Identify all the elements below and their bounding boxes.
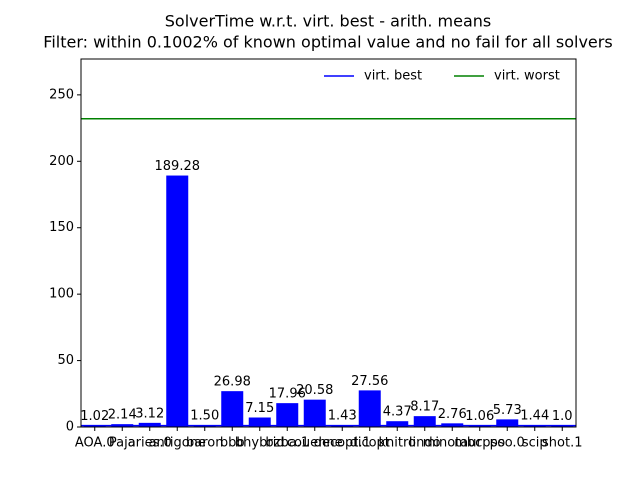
value-label: 20.58 xyxy=(296,383,333,398)
bar xyxy=(413,416,436,427)
x-tick-label: scip xyxy=(522,436,548,451)
value-label: 1.43 xyxy=(328,409,357,424)
x-tick-label: bbb xyxy=(220,436,245,451)
plot-frame xyxy=(80,58,577,428)
x-tick-label: lindo xyxy=(409,436,441,451)
value-label: 2.76 xyxy=(438,407,467,422)
chart-subtitle: Filter: within 0.1002% of known optimal … xyxy=(43,33,612,52)
value-label: 26.98 xyxy=(214,375,251,390)
x-tick-label: shot.1 xyxy=(542,436,582,451)
y-tick-label: 200 xyxy=(49,154,74,169)
value-label: 4.37 xyxy=(383,405,412,420)
x-tick-label: couenne xyxy=(287,436,343,451)
bar xyxy=(248,417,271,427)
value-label: 7.15 xyxy=(245,401,274,416)
x-tick-label: antigone xyxy=(149,436,206,451)
value-label: 1.0 xyxy=(552,409,573,424)
bar xyxy=(358,390,381,427)
y-tick-label: 250 xyxy=(49,87,74,102)
legend-label: virt. worst xyxy=(494,69,560,84)
bar xyxy=(276,403,299,427)
x-tick-label: baron xyxy=(186,436,223,451)
bar xyxy=(303,399,326,427)
bar xyxy=(386,421,409,427)
bar xyxy=(166,175,189,427)
x-tick-label: minotaur xyxy=(423,436,483,451)
value-label: 1.02 xyxy=(80,409,109,424)
x-tick-label: bhybrid xyxy=(235,436,285,451)
x-tick-label: bzba.1 xyxy=(265,436,309,451)
legend-label: virt. best xyxy=(364,69,422,84)
value-label: 27.56 xyxy=(351,374,388,389)
x-tick-label: knitro xyxy=(379,436,417,451)
bar xyxy=(221,391,244,427)
x-tick-label: AOA.0 xyxy=(75,436,115,451)
y-tick-label: 0 xyxy=(66,420,74,435)
chart-title: SolverTime w.r.t. virt. best - arith. me… xyxy=(165,12,491,31)
value-label: 8.17 xyxy=(410,400,439,415)
x-tick-label: pso.0 xyxy=(490,436,525,451)
value-label: 17.96 xyxy=(269,387,306,402)
value-label: 1.06 xyxy=(465,409,494,424)
x-tick-label: aries.0 xyxy=(128,436,172,451)
bar xyxy=(496,419,519,427)
value-label: 2.14 xyxy=(108,408,137,423)
y-tick-label: 50 xyxy=(57,353,74,368)
y-tick-label: 150 xyxy=(49,220,74,235)
y-tick-label: 100 xyxy=(49,287,74,302)
x-tick-label: dicopt xyxy=(350,436,390,451)
x-tick-label: decopt.1 xyxy=(314,436,371,451)
value-label: 1.44 xyxy=(520,409,549,424)
value-label: 3.12 xyxy=(135,406,164,421)
value-label: 189.28 xyxy=(155,159,201,174)
x-tick-label: Paja xyxy=(109,436,136,451)
x-tick-label: mbcpso xyxy=(454,436,505,451)
value-label: 5.73 xyxy=(493,403,522,418)
value-label: 1.50 xyxy=(190,409,219,424)
